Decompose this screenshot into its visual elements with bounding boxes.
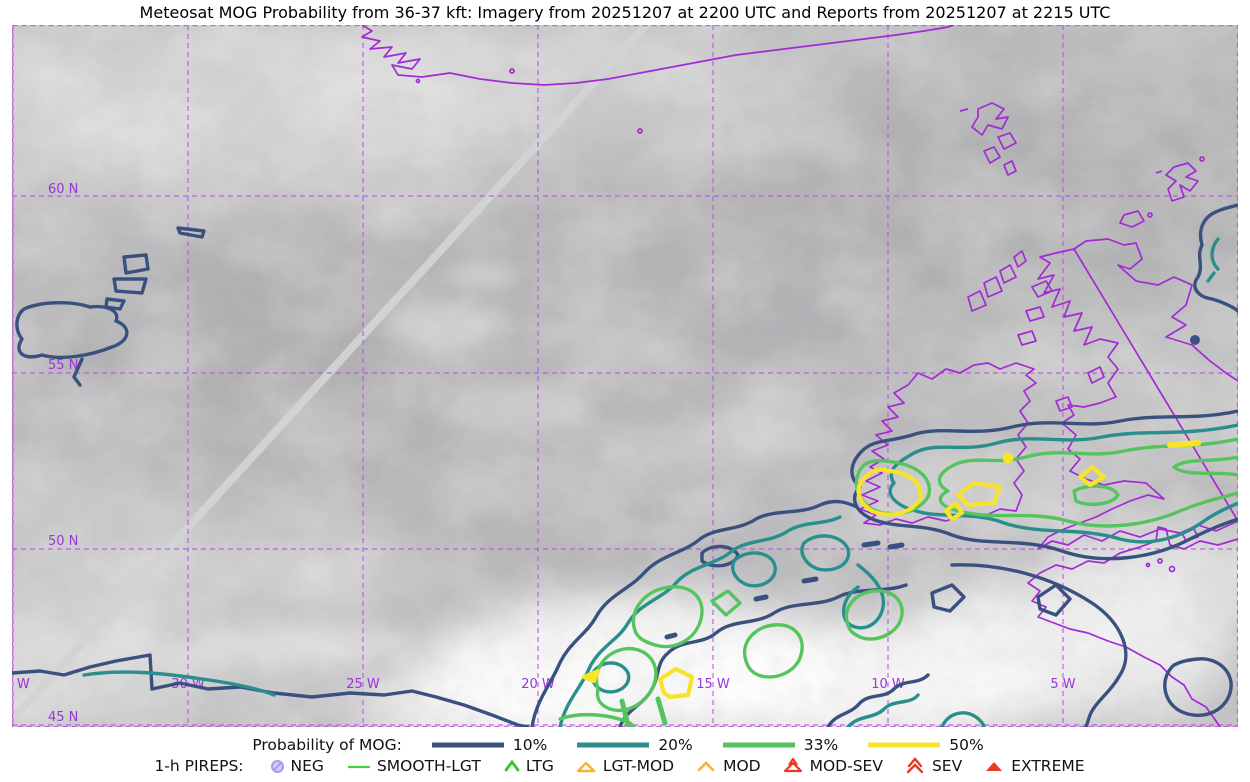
pirep-extreme-label: EXTREME xyxy=(1011,757,1085,775)
legend-probability-row: Probability of MOG: 10% 20% 33% 50% xyxy=(0,736,1250,754)
contour-50pct xyxy=(581,440,1201,700)
legend-pireps-row: 1-h PIREPS: NEG SMOOTH-LGT xyxy=(0,757,1250,775)
lon-label: 5 W xyxy=(1050,677,1075,692)
prob-33-label: 33% xyxy=(803,736,839,754)
pirep-item-mod-sev: MOD-SEV xyxy=(783,757,883,775)
coast-faroes xyxy=(959,102,1017,176)
prob-33-swatch xyxy=(722,742,795,748)
pirep-item-mod: MOD xyxy=(696,757,761,775)
seam-line xyxy=(12,25,652,727)
pirep-mod-sev-icon xyxy=(783,757,802,773)
pirep-item-smooth-lgt: SMOOTH-LGT xyxy=(346,757,481,775)
lon-label: 25 W xyxy=(346,677,380,692)
pirep-neg-icon xyxy=(270,759,284,773)
prob-10-swatch xyxy=(431,742,504,748)
satellite-map-svg: 60 N 55 N 50 N 45 N 35 W 30 W 25 W 20 W … xyxy=(12,25,1238,727)
pirep-smooth-lgt-label: SMOOTH-LGT xyxy=(376,757,481,775)
legend-prob-item-10: 10% xyxy=(430,736,547,754)
pirep-mod-label: MOD xyxy=(723,757,761,775)
pirep-mod-icon xyxy=(697,760,715,771)
chart-title: Meteosat MOG Probability from 36-37 kft:… xyxy=(139,3,1111,22)
pirep-item-lgt-mod: LGT-MOD xyxy=(576,757,674,775)
pirep-smooth-lgt-icon xyxy=(347,765,370,768)
coast-shetland xyxy=(1155,162,1199,202)
pirep-extreme-icon xyxy=(986,761,1003,771)
prob-20-label: 20% xyxy=(658,736,693,754)
lat-label: 50 N xyxy=(48,534,78,549)
coast-england-wales xyxy=(1037,248,1238,550)
pirep-lgt-mod-icon xyxy=(576,761,596,772)
coast-ireland xyxy=(859,362,1037,526)
contour-20pct xyxy=(82,237,1238,727)
coast-great-britain xyxy=(1073,238,1238,382)
pirep-ltg-icon xyxy=(504,759,520,771)
legend: Probability of MOG: 10% 20% 33% 50% 1-h … xyxy=(0,729,1250,782)
pirep-neg-label: NEG xyxy=(290,757,324,775)
coast-hebrides xyxy=(967,250,1027,312)
lat-label: 60 N xyxy=(48,182,78,197)
pirep-lgt-mod-label: LGT-MOD xyxy=(602,757,675,775)
pirep-mod-sev-label: MOD-SEV xyxy=(809,757,883,775)
legend-pireps-title: 1-h PIREPS: xyxy=(154,757,244,775)
legend-probability-title: Probability of MOG: xyxy=(252,736,402,754)
coast-scottish-isles xyxy=(1017,280,1199,542)
pirep-ltg-label: LTG xyxy=(525,757,554,775)
graticule-labels: 60 N 55 N 50 N 45 N 35 W 30 W 25 W 20 W … xyxy=(12,182,1076,725)
pirep-item-neg: NEG xyxy=(269,757,324,775)
legend-prob-item-20: 20% xyxy=(575,736,693,754)
pirep-sev-icon xyxy=(906,757,924,774)
lat-label: 45 N xyxy=(48,710,78,725)
satellite-map: 60 N 55 N 50 N 45 N 35 W 30 W 25 W 20 W … xyxy=(12,25,1238,727)
pirep-sev-label: SEV xyxy=(931,757,963,775)
legend-prob-item-33: 33% xyxy=(721,736,838,754)
coast-orkney xyxy=(1119,210,1145,228)
prob-50-swatch xyxy=(868,742,941,748)
graticule xyxy=(12,25,1238,727)
pirep-item-ltg: LTG xyxy=(503,757,554,775)
lon-label: 35 W xyxy=(12,677,30,692)
pirep-item-extreme: EXTREME xyxy=(984,757,1085,775)
pirep-item-sev: SEV xyxy=(905,757,962,775)
prob-20-swatch xyxy=(577,742,650,748)
prob-10-label: 10% xyxy=(512,736,548,754)
cloud-imagery-layer xyxy=(12,25,1238,727)
lat-label: 55 N xyxy=(48,358,78,373)
lon-label: 15 W xyxy=(696,677,730,692)
prob-50-label: 50% xyxy=(949,736,984,754)
coast-iceland xyxy=(361,25,955,86)
legend-prob-item-50: 50% xyxy=(866,736,984,754)
